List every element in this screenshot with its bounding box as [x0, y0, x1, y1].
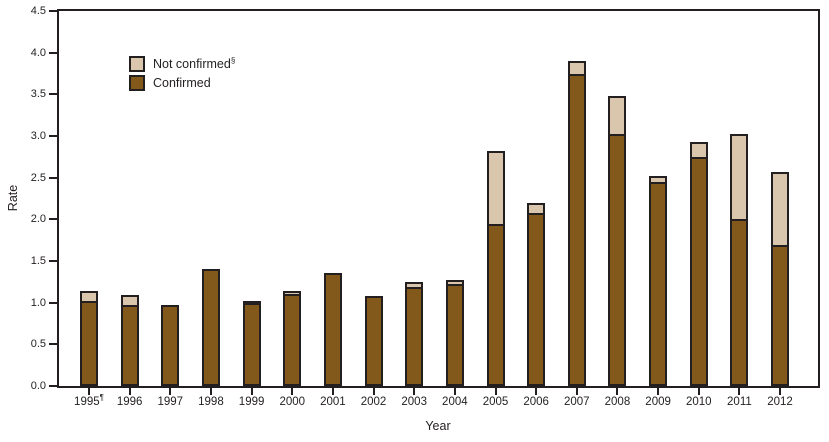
x-tick [250, 388, 253, 395]
legend-label: Not confirmed§ [153, 55, 236, 71]
x-tick-label: 1998 [198, 396, 224, 408]
bar-1999 [242, 301, 261, 386]
y-tick-label: 2.0 [30, 213, 46, 226]
x-tick [657, 388, 660, 395]
y-tick-label: 0.0 [30, 380, 46, 392]
x-axis-title: Year [425, 419, 451, 433]
bar-segment-confirmed [285, 294, 300, 384]
legend-label: Confirmed [153, 76, 211, 90]
bar-1998 [201, 269, 220, 386]
bar-2007 [567, 61, 586, 386]
x-tick [779, 388, 782, 395]
bar-1997 [161, 305, 180, 386]
x-tick-label: 2003 [401, 396, 427, 408]
y-tick [49, 343, 57, 346]
y-tick [49, 301, 57, 304]
bar-1996 [120, 295, 139, 386]
y-tick-label: 1.0 [30, 296, 46, 309]
legend-swatch-not_confirmed [129, 56, 145, 72]
y-tick [49, 385, 57, 387]
x-tick [372, 388, 375, 395]
bar-segment-confirmed [244, 303, 259, 384]
bar-segment-confirmed [122, 305, 137, 384]
legend-item: Not confirmed§ [129, 56, 235, 72]
x-tick [331, 388, 334, 395]
x-tick-label: 1999 [238, 396, 265, 408]
bar-2009 [649, 176, 668, 386]
x-tick [209, 388, 212, 395]
x-tick [494, 388, 497, 395]
x-tick-label: 1997 [157, 396, 184, 408]
bar-segment-confirmed [529, 213, 544, 384]
y-tick [49, 10, 57, 12]
bar-2012 [771, 172, 790, 386]
x-tick-label: 2010 [685, 396, 712, 408]
y-axis-title: Rate [6, 184, 20, 212]
y-tick [49, 135, 57, 137]
x-tick-label: 2005 [482, 396, 509, 408]
x-tick-label: 1996 [116, 396, 143, 408]
bar-2006 [527, 203, 546, 386]
bar-segment-confirmed [407, 287, 422, 384]
x-tick-label: 2011 [727, 396, 752, 408]
x-tick [453, 388, 456, 395]
x-tick [413, 388, 416, 395]
y-tick-label: 2.5 [30, 171, 46, 184]
bar-2005 [486, 151, 505, 386]
bar-segment-confirmed [82, 301, 96, 384]
bar-segment-confirmed [691, 157, 706, 384]
bar-segment-confirmed [610, 134, 625, 384]
bar-2011 [730, 134, 749, 386]
x-tick [738, 388, 741, 395]
bar-segment-confirmed [488, 224, 503, 384]
y-tick-label: 3.0 [30, 130, 46, 142]
legend-item: Confirmed [129, 75, 235, 91]
bar-2010 [689, 142, 708, 386]
y-tick-label: 4.5 [30, 5, 46, 17]
y-tick-label: 0.5 [30, 338, 46, 351]
bar-2003 [405, 282, 424, 386]
bar-1995 [80, 291, 98, 386]
x-tick [697, 388, 700, 395]
y-tick-label: 4.0 [30, 46, 46, 59]
x-tick [169, 388, 172, 395]
x-tick-label: 2007 [564, 396, 590, 408]
x-tick-label: 2000 [279, 396, 306, 408]
x-tick [128, 388, 131, 395]
x-tick [291, 388, 294, 395]
x-tick-label: 2012 [767, 396, 793, 408]
bar-2004 [445, 280, 464, 386]
legend: Not confirmed§ Confirmed [129, 56, 235, 94]
x-tick [88, 388, 90, 395]
y-tick [49, 51, 57, 54]
y-tick [49, 176, 57, 179]
bar-segment-confirmed [732, 219, 747, 384]
x-tick-label: 2004 [442, 396, 468, 408]
bar-2002 [364, 296, 383, 386]
y-tick [49, 260, 57, 262]
y-tick-label: 1.5 [30, 255, 46, 267]
bar-2001 [323, 273, 342, 386]
legend-swatch-confirmed [129, 75, 145, 91]
bar-2000 [283, 291, 302, 386]
y-tick [49, 93, 57, 96]
x-tick-label: 2009 [645, 396, 671, 408]
x-tick [535, 388, 538, 395]
bar-segment-confirmed [651, 182, 666, 384]
y-tick-label: 3.5 [30, 88, 46, 101]
bar-2008 [608, 96, 627, 386]
x-tick [616, 388, 619, 395]
y-tick [49, 218, 57, 221]
bar-segment-confirmed [447, 284, 462, 384]
x-tick-label: 2008 [604, 396, 631, 408]
bar-segment-confirmed [569, 74, 584, 384]
x-tick-label: 1995¶ [74, 393, 104, 408]
x-tick-label: 2002 [360, 396, 387, 408]
x-tick-label: 2001 [320, 396, 346, 408]
bar-segment-confirmed [773, 245, 788, 384]
x-tick-label: 2006 [523, 396, 549, 408]
x-tick [575, 388, 578, 395]
